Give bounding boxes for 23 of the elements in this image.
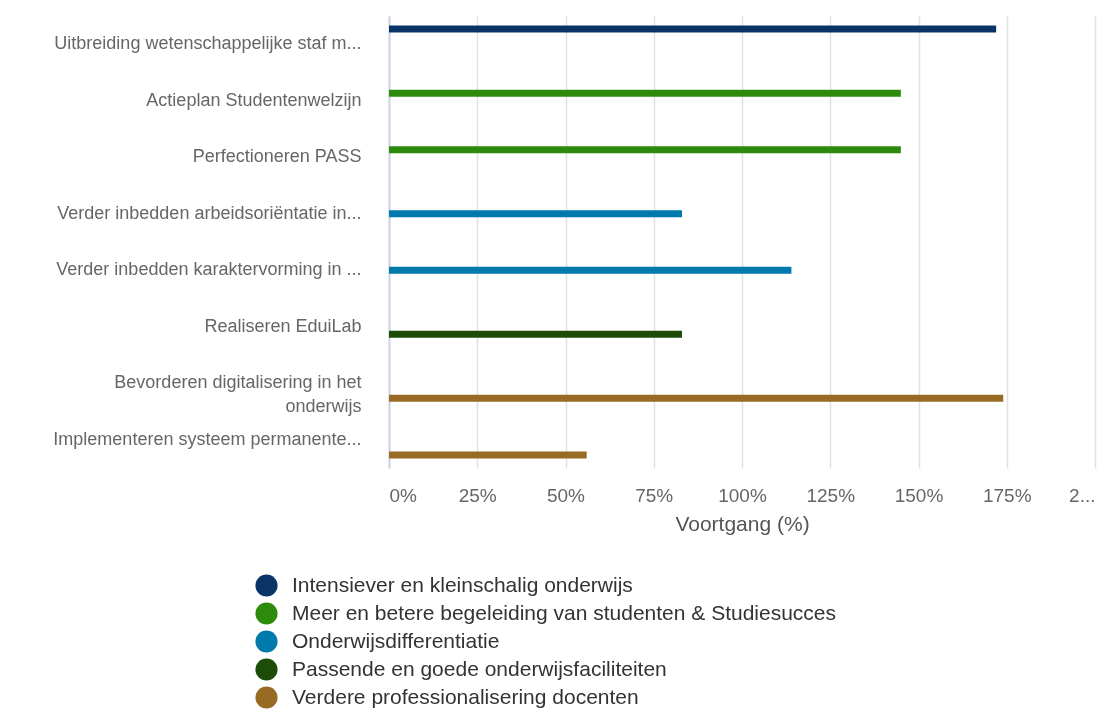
legend-label: Meer en betere begeleiding van studenten & Studiesucces xyxy=(292,600,837,624)
y-tick-label: Verder inbedden arbeidsoriëntatie in... xyxy=(57,202,362,223)
x-tick-label: 75% xyxy=(635,484,674,506)
legend-label: Onderwijsdifferentiatie xyxy=(292,628,500,652)
y-tick-label: Bevorderen digitalisering in het onderwijs xyxy=(114,372,362,417)
x-tick-label: 25% xyxy=(458,484,497,506)
y-tick-label: Actieplan Studentenwelzijn xyxy=(146,89,362,110)
x-tick-label: 2... xyxy=(1069,484,1096,506)
legend-label: Verdere professionalisering docenten xyxy=(292,684,639,708)
x-tick-label: 100% xyxy=(718,484,767,506)
y-tick-label: Verder inbedden karaktervorming in ... xyxy=(56,259,362,280)
y-tick-label: Uitbreiding wetenschappelijke staf m... xyxy=(54,33,362,53)
x-axis-title: Voortgang (%) xyxy=(675,511,810,535)
y-tick-label: Implementeren systeem permanente... xyxy=(53,429,362,449)
x-tick-label: 150% xyxy=(894,484,944,506)
x-tick-label: 50% xyxy=(546,484,586,506)
legend-label: Passende en goede onderwijsfaciliteiten xyxy=(292,656,667,680)
y-tick-label: Realiseren EduiLab xyxy=(204,315,362,336)
x-tick-label: 0% xyxy=(389,484,418,506)
y-tick-label: Perfectioneren PASS xyxy=(192,146,362,167)
x-tick-label: 125% xyxy=(806,484,856,506)
legend-label: Intensiever en kleinschalig onderwijs xyxy=(292,572,633,596)
x-tick-label: 175% xyxy=(982,484,1032,506)
